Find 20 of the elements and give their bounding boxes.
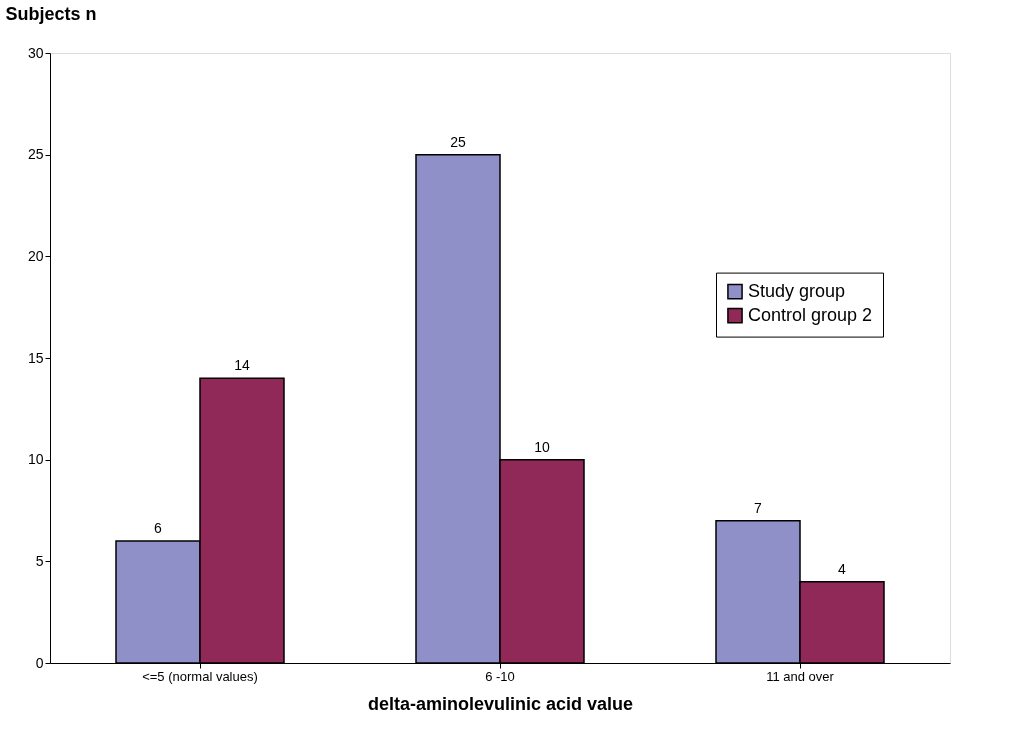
data-label: 25 [450, 133, 466, 150]
legend-label: Study group [748, 280, 846, 301]
data-label: 4 [838, 560, 847, 577]
x-axis-title: delta-aminolevulinic acid value [367, 693, 634, 714]
y-tick-label: 20 [27, 247, 44, 264]
x-tick-label: 6 -10 [485, 668, 515, 684]
legend-label: Control group 2 [748, 304, 873, 325]
x-tick-label: <=5 (normal values) [142, 668, 258, 684]
y-axis-title: Subjects n [5, 3, 97, 24]
y-tick-label: 10 [27, 451, 44, 468]
y-tick-label: 5 [35, 552, 44, 569]
data-label: 10 [534, 438, 550, 455]
data-label: 6 [154, 520, 163, 536]
data-label: 7 [754, 499, 763, 516]
y-tick-label: 30 [27, 44, 44, 61]
y-tick-label: 15 [27, 349, 44, 366]
x-tick-label: 11 and over [766, 668, 835, 684]
y-tick-label: 0 [35, 654, 44, 671]
data-label: 14 [234, 357, 250, 374]
y-tick-label: 25 [27, 146, 44, 163]
